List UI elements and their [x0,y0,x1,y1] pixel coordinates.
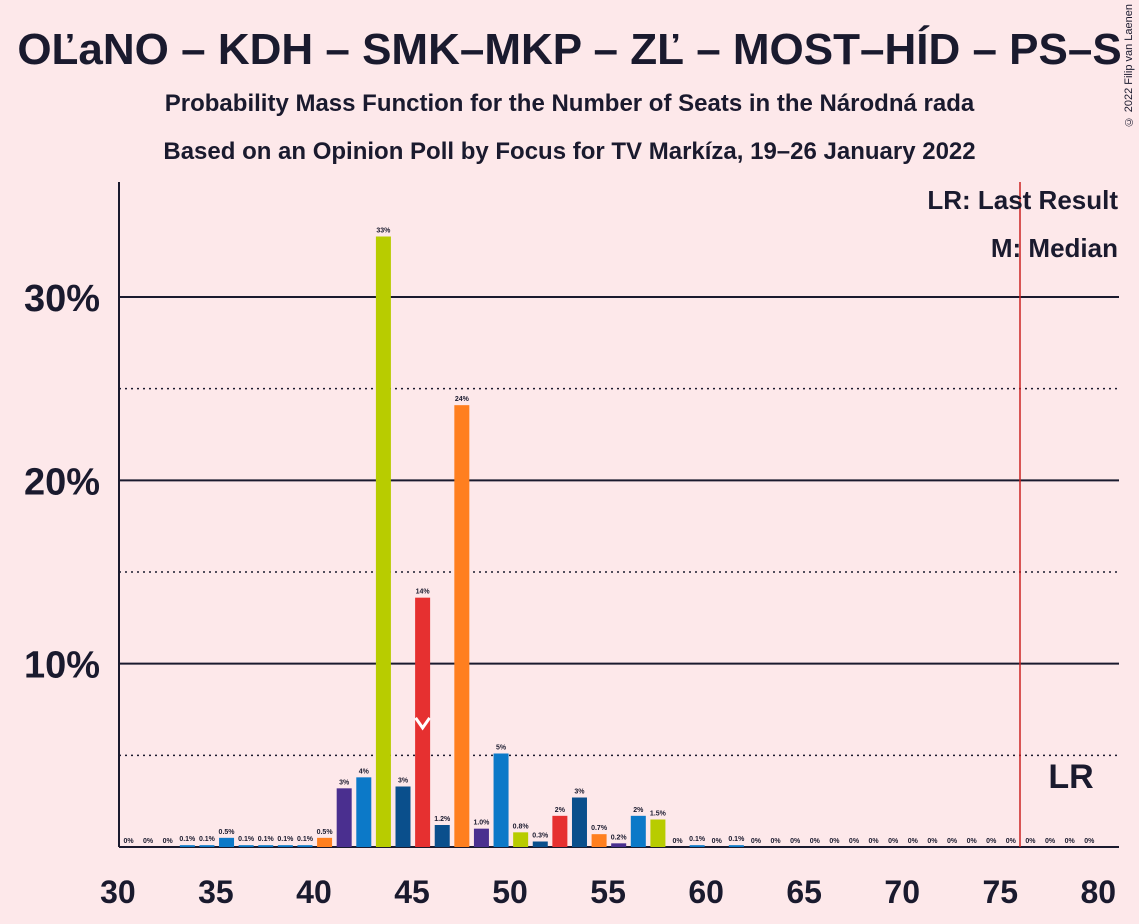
median-marker [414,716,431,731]
bar-seats-44 [375,236,391,847]
bar-data-label: 0% [1084,838,1095,845]
bar-data-label: 0% [1006,838,1017,845]
x-tick-label: 30 [100,874,136,910]
bar-data-label: 0% [927,838,938,845]
bar-seats-52 [532,841,548,847]
bar-data-label: 0.1% [238,836,255,843]
bar-seats-41 [317,837,333,847]
bar-seats-60 [689,845,705,847]
x-tick-label: 35 [198,874,234,910]
last-result-label: LR [1048,758,1093,796]
bar-seats-48 [454,405,470,847]
bar-data-label: 0% [712,838,723,845]
bar-data-label: 0.1% [179,836,196,843]
bar-seats-47 [434,825,450,847]
bar-data-label: 0% [1065,838,1076,845]
bar-data-label: 0% [163,838,174,845]
bar-seats-39 [277,845,293,847]
y-tick-label: 20% [24,461,100,503]
bar-seats-51 [513,832,529,847]
bar-data-label: 0% [829,838,840,845]
bar-data-label: 0.5% [219,829,236,836]
bar-data-label: 0% [986,838,997,845]
bar-data-label: 2% [633,807,644,814]
bar-seats-40 [297,845,313,847]
bar-data-label: 24% [455,396,470,403]
bar-data-label: 0% [1025,838,1036,845]
bar-data-label: 0% [810,838,821,845]
bar-data-label: 0.1% [258,836,275,843]
bar-data-label: 1.0% [473,820,490,827]
bar-seats-35 [199,845,215,847]
bar-data-label: 5% [496,745,507,752]
bar-seats-54 [571,797,587,847]
bar-data-label: 3% [339,779,350,786]
bar-seats-34 [179,845,195,847]
bar-data-label: 0.3% [532,833,549,840]
bar-seats-49 [473,828,489,847]
bar-data-label: 0% [143,838,154,845]
bar-data-label: 0% [908,838,919,845]
x-tick-label: 55 [590,874,626,910]
bar-data-label: 0% [790,838,801,845]
bar-data-label: 0.5% [317,829,334,836]
bar-data-label: 0% [967,838,978,845]
legend-last-result: LR: Last Result [927,185,1118,215]
bar-data-label: 0.7% [591,825,608,832]
bar-seats-37 [238,845,254,847]
bar-data-label: 14% [416,589,431,596]
chart-title: OĽaNO – KDH – SMK–MKP – ZĽ – MOST–HÍD – … [17,25,1122,74]
bar-data-label: 0.1% [728,836,745,843]
y-tick-label: 10% [24,645,100,687]
bar-seats-42 [336,788,352,847]
bar-seats-43 [356,777,372,847]
legend-median: M: Median [991,233,1118,263]
x-tick-label: 75 [982,874,1018,910]
x-tick-label: 50 [492,874,528,910]
chart-subtitle-2: Based on an Opinion Poll by Focus for TV… [163,138,976,165]
bar-seats-38 [258,845,274,847]
x-tick-label: 40 [296,874,332,910]
bar-data-label: 0% [1045,838,1056,845]
bar-data-label: 0% [123,838,134,845]
bar-data-label: 1.5% [650,811,667,818]
bar-seats-45 [395,786,411,847]
bar-data-label: 0% [869,838,880,845]
bar-seats-56 [611,843,627,847]
bar-seats-55 [591,834,607,847]
chart-subtitle-1: Probability Mass Function for the Number… [164,90,975,117]
bar-data-label: 0.2% [611,834,628,841]
bar-data-label: 2% [555,807,566,814]
x-tick-label: 70 [884,874,920,910]
bar-seats-50 [493,753,509,847]
bar-data-label: 0.1% [689,836,706,843]
x-tick-label: 60 [688,874,724,910]
bar-data-label: 3% [574,789,585,796]
bar-data-label: 33% [376,228,391,235]
x-tick-label: 65 [786,874,822,910]
bar-data-label: 0% [888,838,899,845]
x-tick-label: 80 [1080,874,1116,910]
bar-seats-57 [630,815,646,847]
bar-data-label: 1.2% [434,816,451,823]
bar-data-label: 0.8% [513,823,530,830]
bar-seats-53 [552,815,568,847]
bar-data-label: 0.1% [199,836,216,843]
bar-seats-62 [728,845,744,847]
bar-seats-36 [219,837,235,847]
bar-data-label: 0% [947,838,958,845]
y-tick-label: 30% [24,278,100,320]
bar-data-label: 0% [849,838,860,845]
bar-data-label: 3% [398,778,409,785]
bar-data-label: 0.1% [277,836,294,843]
bar-data-label: 0% [770,838,781,845]
x-tick-label: 45 [394,874,430,910]
bar-data-label: 0.1% [297,836,314,843]
bar-data-label: 4% [359,768,370,775]
bar-seats-58 [650,819,666,847]
bar-data-label: 0% [751,838,762,845]
bar-data-label: 0% [672,838,683,845]
bar-seats-46 [415,597,431,847]
